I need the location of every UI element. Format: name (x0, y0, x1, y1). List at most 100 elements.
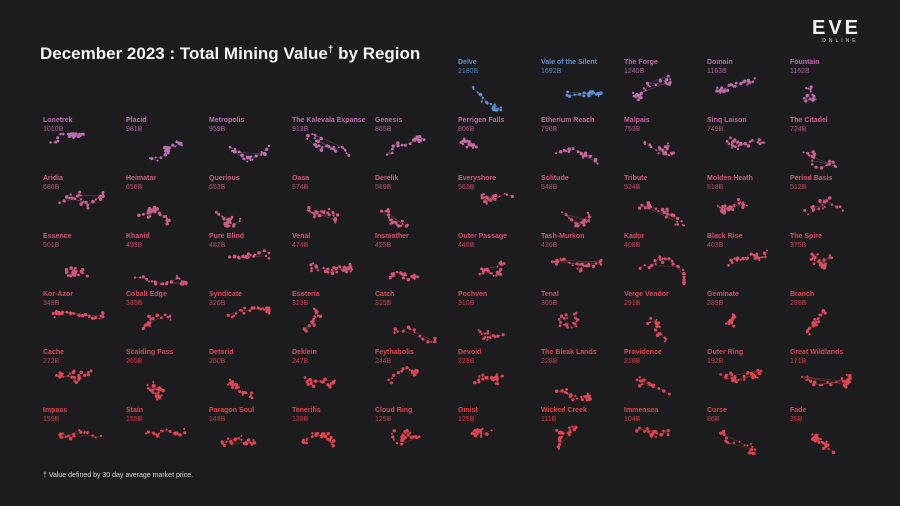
system-dot (94, 198, 97, 201)
system-dot (67, 374, 70, 377)
system-dot (571, 264, 574, 267)
system-dot (558, 440, 560, 443)
system-dot (751, 445, 754, 449)
system-dot (225, 440, 228, 443)
system-dot (162, 215, 166, 218)
region-name: Curse (707, 407, 727, 414)
system-dot (657, 209, 660, 213)
system-dot (327, 207, 331, 211)
region-value: 265B (126, 358, 143, 365)
system-dot (391, 432, 393, 435)
system-dot (323, 210, 326, 212)
system-dot (571, 425, 574, 428)
system-dot (811, 207, 816, 212)
system-dot (77, 273, 80, 277)
system-dot (319, 380, 322, 383)
map-connection (802, 376, 847, 385)
system-dot (244, 441, 248, 445)
system-dot (157, 391, 160, 394)
region-name: Cloud Ring (375, 407, 413, 414)
system-dot (566, 392, 569, 395)
system-dot (233, 437, 238, 442)
region-value: 653B (209, 184, 226, 191)
system-dot (664, 338, 668, 341)
system-dot (480, 333, 483, 336)
region-name: Querious (209, 175, 240, 182)
system-dot (415, 436, 419, 440)
system-dot (734, 380, 738, 384)
system-dot (328, 385, 332, 389)
system-dot (598, 261, 601, 264)
region-cell-delve: Delve 2180B (458, 58, 536, 114)
system-dot (682, 275, 686, 279)
system-dot (558, 324, 562, 328)
system-dot (240, 309, 243, 312)
system-dot (658, 325, 661, 328)
system-dot (85, 274, 89, 278)
system-dot (391, 147, 394, 151)
system-dot (476, 91, 479, 94)
system-dot (815, 320, 819, 324)
system-dot (555, 258, 559, 263)
system-dot (736, 198, 740, 202)
system-dot (811, 97, 815, 102)
region-value: 289B (707, 300, 724, 307)
system-dot (405, 366, 409, 370)
system-dot (137, 213, 141, 218)
system-dot (87, 314, 91, 318)
system-dot (640, 379, 643, 383)
system-dot (729, 136, 732, 140)
region-map-verge-vendor (646, 316, 668, 343)
system-dot (496, 334, 500, 338)
system-dot (49, 141, 52, 144)
region-cell-verge-vendor: Verge Vendor 291B (624, 290, 702, 346)
system-dot (801, 375, 804, 378)
system-dot (89, 369, 93, 373)
system-dot (168, 314, 172, 318)
system-dot (741, 205, 745, 210)
system-dot (810, 162, 814, 166)
region-cell-detorid: Detorid 250B (209, 348, 287, 404)
region-name: Oasa (292, 175, 310, 182)
system-dot (411, 370, 415, 373)
system-dot (746, 444, 749, 447)
region-value: 474B (292, 242, 309, 249)
system-dot (734, 81, 738, 85)
system-dot (502, 261, 506, 265)
region-value: 749B (707, 126, 724, 133)
system-dot (91, 199, 95, 204)
system-dot (183, 281, 186, 284)
system-dot (404, 143, 408, 147)
system-dot (555, 262, 558, 266)
eve-online-logo: EVE ONLINE (812, 18, 868, 44)
region-name: The Forge (624, 59, 658, 66)
system-dot (332, 214, 335, 217)
system-dot (165, 219, 169, 223)
system-dot (338, 265, 342, 269)
region-map-period-basis (803, 196, 845, 216)
system-dot (564, 323, 569, 327)
system-dot (663, 336, 666, 339)
system-dot (395, 442, 399, 445)
system-dot (152, 431, 155, 435)
system-dot (487, 332, 490, 335)
system-dot (653, 259, 656, 262)
system-dot (58, 371, 62, 375)
system-dot (741, 203, 746, 207)
system-dot (811, 205, 815, 209)
system-dot (387, 378, 390, 382)
region-value: 408B (624, 242, 641, 249)
system-dot (580, 395, 583, 399)
system-dot (665, 212, 670, 216)
system-dot (309, 378, 311, 381)
system-dot (430, 341, 433, 343)
system-dot (390, 272, 395, 276)
system-dot (77, 377, 81, 381)
region-value: 111B (541, 416, 557, 423)
region-value: 291B (624, 300, 641, 307)
system-dot (662, 152, 666, 156)
system-dot (250, 396, 254, 400)
system-dot (267, 144, 271, 148)
system-dot (762, 251, 767, 256)
map-connection (381, 210, 390, 218)
